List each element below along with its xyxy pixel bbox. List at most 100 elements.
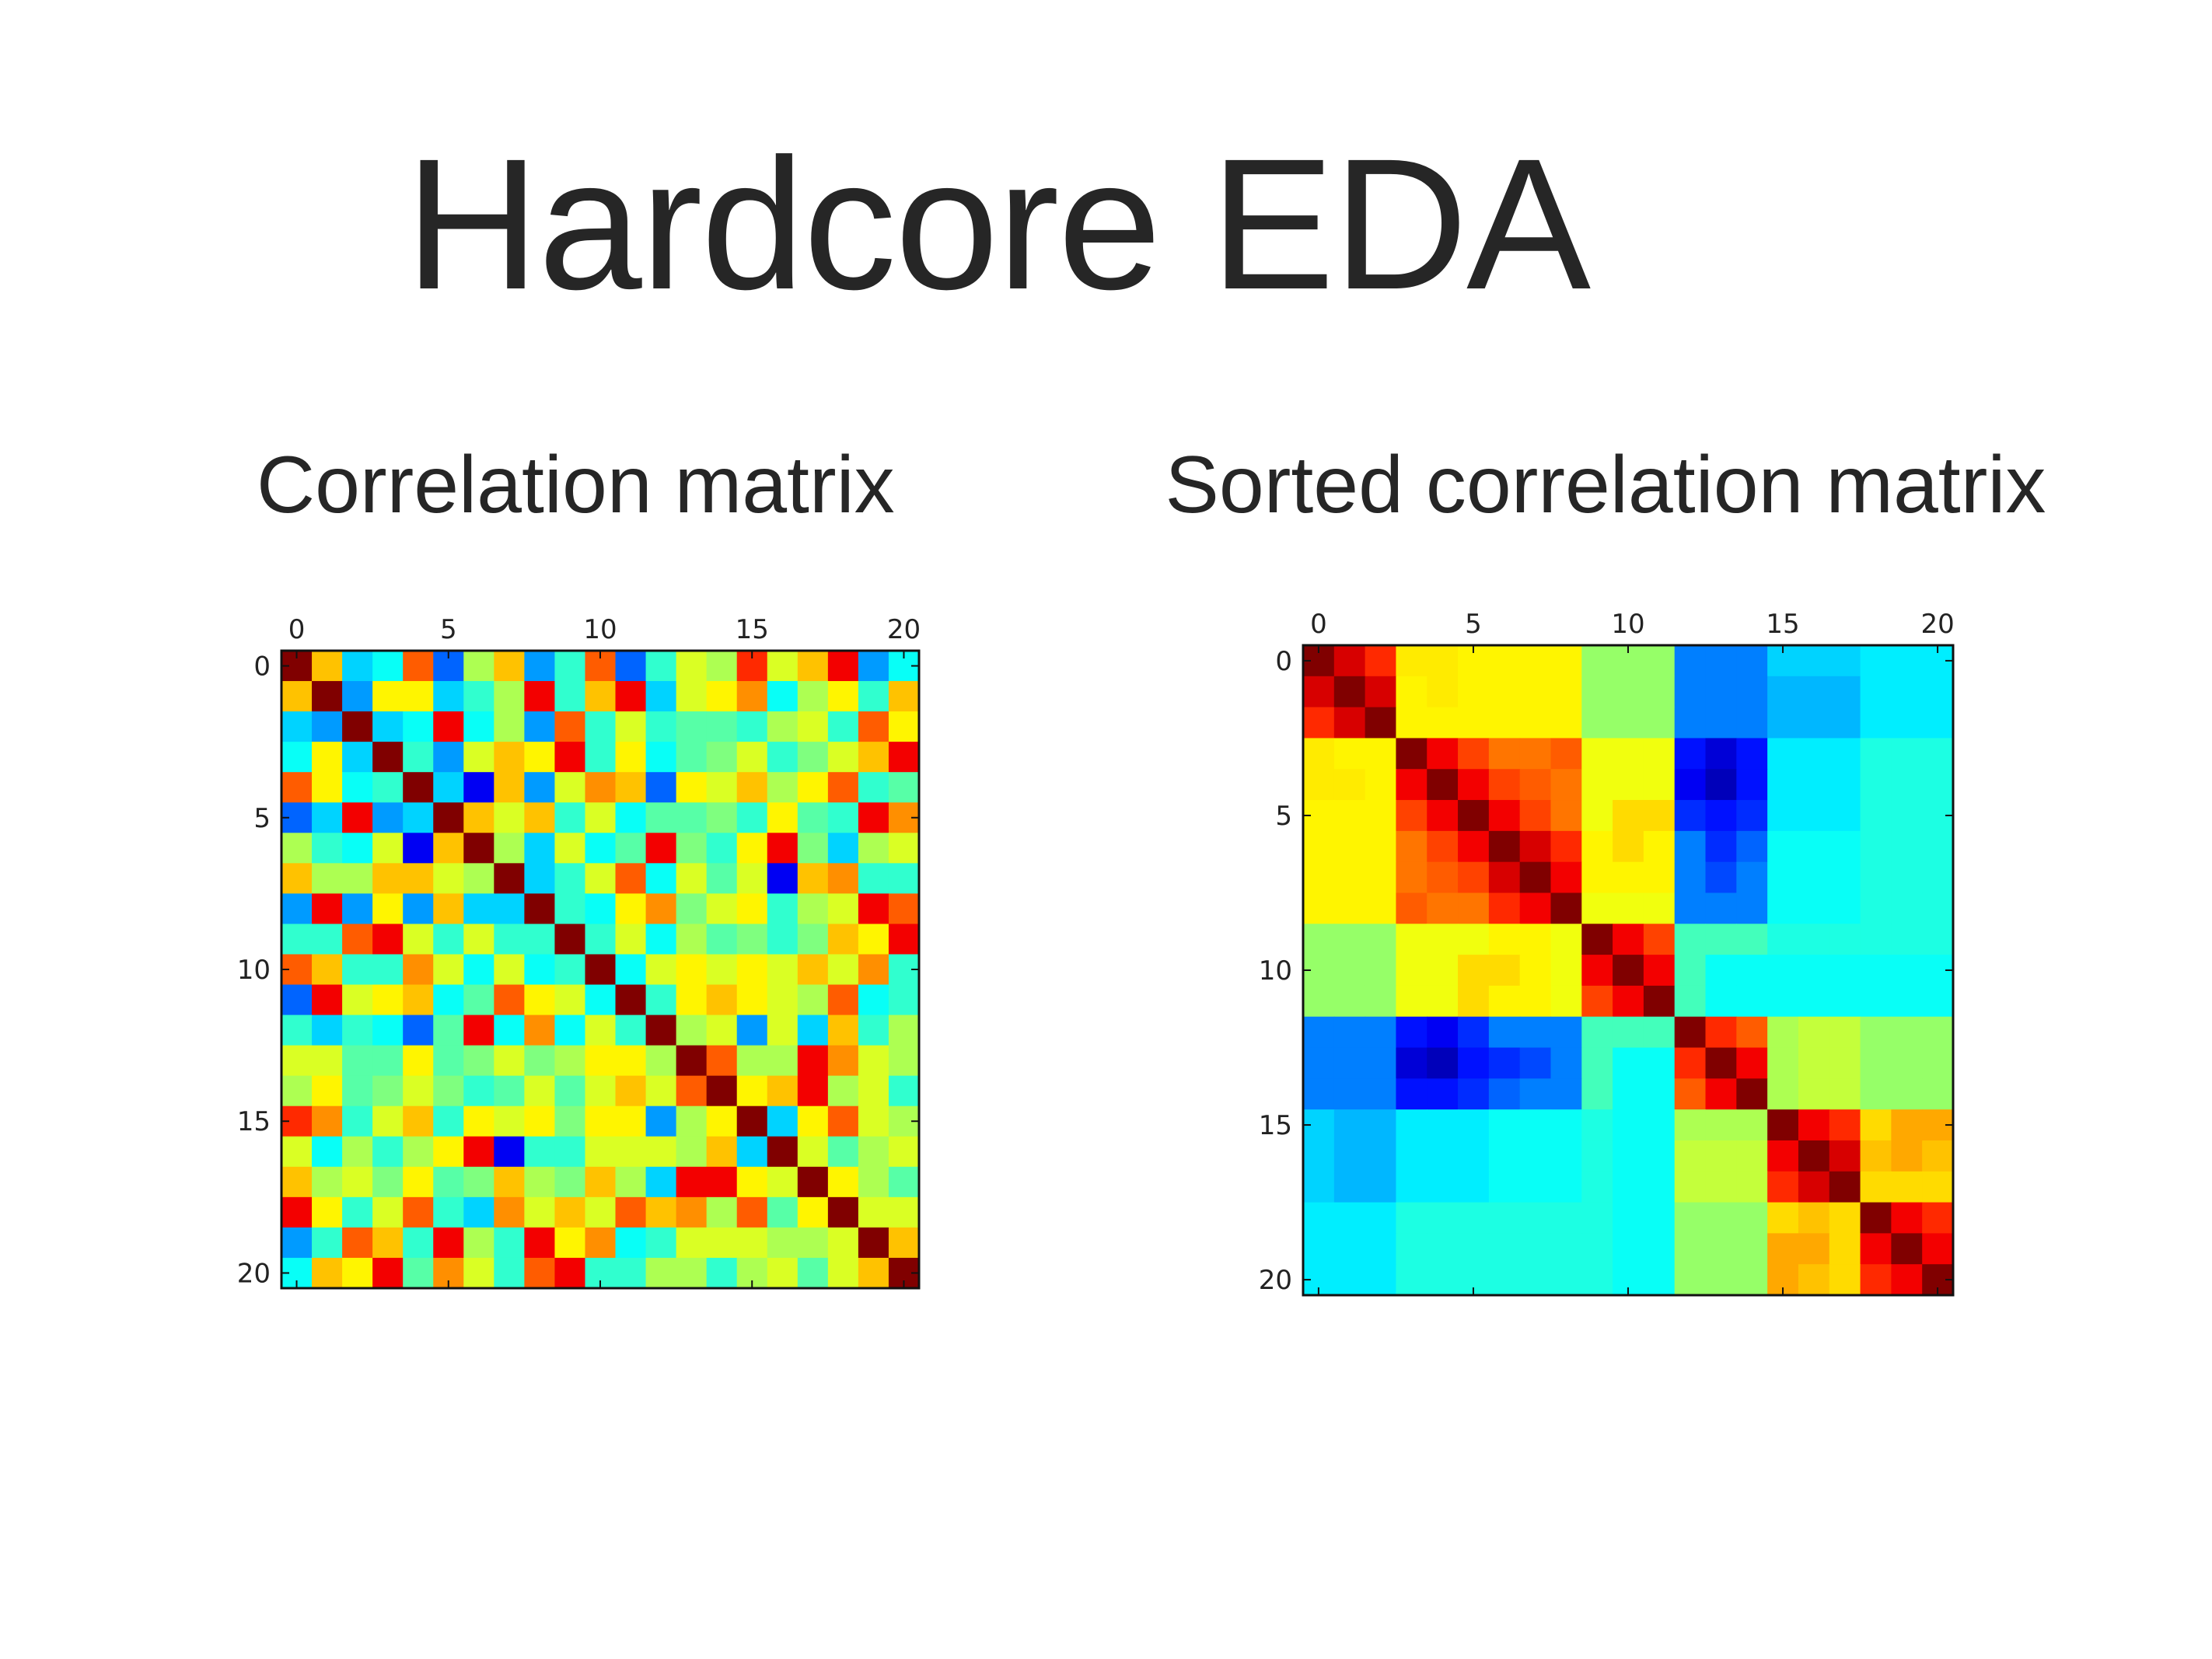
heatmap-cell [585, 984, 617, 1016]
heatmap-cell [676, 954, 708, 986]
heatmap-cell [1488, 1233, 1521, 1265]
heatmap-cell [1798, 645, 1830, 677]
heatmap-cell [1550, 861, 1582, 894]
heatmap-cell [1427, 1047, 1459, 1079]
heatmap-cell [494, 984, 525, 1016]
heatmap-cell [1767, 985, 1799, 1018]
heatmap-cell [1829, 830, 1861, 863]
heatmap-cell [433, 1196, 464, 1228]
heatmap-cell [1891, 645, 1923, 677]
heatmap-cell [585, 1136, 617, 1168]
heatmap-cell [1519, 924, 1552, 955]
heatmap-cell [767, 893, 798, 925]
heatmap-cell [1736, 892, 1768, 924]
heatmap-cell [645, 1105, 677, 1137]
heatmap-cell [524, 1166, 556, 1198]
heatmap-cell [1613, 738, 1644, 770]
heatmap-cell [1488, 1171, 1521, 1203]
heatmap-cell [1829, 1047, 1861, 1079]
heatmap-cell [858, 893, 889, 925]
heatmap-cell [403, 742, 434, 773]
heatmap-cell [645, 711, 677, 742]
heatmap-cell [1396, 1264, 1427, 1296]
heatmap-cell [1581, 676, 1613, 708]
heatmap-cell [312, 1136, 343, 1168]
heatmap-cell [1643, 892, 1676, 924]
heatmap-cell [1365, 1016, 1397, 1049]
heatmap-cell [1829, 985, 1861, 1018]
heatmap-cell [1643, 985, 1676, 1018]
heatmap-cell [342, 1075, 373, 1107]
heatmap-cell [1922, 1202, 1954, 1234]
heatmap-cell [1458, 738, 1490, 770]
heatmap-cell [1303, 1171, 1335, 1203]
heatmap-cell [1643, 1233, 1676, 1265]
heatmap-cell [1829, 645, 1861, 677]
heatmap-cell [312, 742, 343, 773]
heatmap-cell [1396, 1016, 1427, 1049]
heatmap-cell [888, 742, 920, 773]
heatmap-cell [1922, 738, 1954, 770]
heatmap-cell [585, 954, 617, 986]
heatmap-cell [797, 651, 829, 682]
heatmap-cell [1736, 800, 1768, 832]
heatmap-cell [797, 1136, 829, 1168]
heatmap-cell [767, 924, 798, 955]
heatmap-cell [1922, 676, 1954, 708]
heatmap-cell [585, 1015, 617, 1046]
heatmap-cell [1427, 1264, 1459, 1296]
heatmap-cell [1891, 1264, 1923, 1296]
heatmap-cell [312, 1045, 343, 1077]
heatmap-cell [1365, 1047, 1397, 1079]
heatmap-cell [1613, 676, 1644, 708]
heatmap-cell [888, 1136, 920, 1168]
heatmap-cell [585, 802, 617, 833]
heatmap-cell [676, 1045, 708, 1077]
right-chart-title: Sorted correlation matrix [1165, 440, 2046, 530]
heatmap-cell [281, 924, 313, 955]
heatmap-cell [1643, 707, 1676, 739]
heatmap-cell [1705, 1016, 1737, 1049]
heatmap-cell [403, 1105, 434, 1137]
heatmap-cell [1674, 645, 1707, 677]
heatmap-cell [827, 772, 859, 803]
heatmap-cell [1365, 769, 1397, 801]
heatmap-cell [1519, 707, 1552, 739]
heatmap-cell [403, 681, 434, 712]
heatmap-plot-0: 0 5 10 15 20 0 5 10 15 20 [237, 614, 921, 1290]
heatmap-cell [1396, 830, 1427, 863]
heatmap-cell [1705, 955, 1737, 987]
heatmap-cell [888, 772, 920, 803]
heatmap-cell [1891, 1171, 1923, 1203]
heatmap-cell [554, 1196, 586, 1228]
heatmap-cell [1767, 800, 1799, 832]
heatmap-cell [767, 833, 798, 864]
heatmap-cell [312, 1257, 343, 1289]
heatmap-cell [1891, 1109, 1923, 1141]
heatmap-cell [1798, 707, 1830, 739]
heatmap-cell [554, 833, 586, 864]
heatmap-cell [827, 651, 859, 682]
heatmap-cell [1427, 707, 1459, 739]
heatmap-cell [403, 893, 434, 925]
heatmap-cell [281, 893, 313, 925]
heatmap-cell [524, 1015, 556, 1046]
heatmap-cell [312, 833, 343, 864]
heatmap-cell [554, 802, 586, 833]
heatmap-cell [312, 984, 343, 1016]
heatmap-cell [494, 1257, 525, 1289]
heatmap-cell [372, 924, 404, 955]
heatmap-cell [1860, 1264, 1892, 1296]
heatmap-cell [1581, 645, 1613, 677]
heatmap-cell [1581, 830, 1613, 863]
heatmap-cell [342, 1105, 373, 1137]
heatmap-cell [554, 1015, 586, 1046]
heatmap-cell [1581, 769, 1613, 801]
heatmap-cell [1860, 800, 1892, 832]
heatmap-cell [1519, 892, 1552, 924]
heatmap-cell [1643, 830, 1676, 863]
heatmap-cell [1798, 1264, 1830, 1296]
heatmap-cell [1613, 1171, 1644, 1203]
heatmap-cell [706, 1015, 738, 1046]
heatmap-cell [281, 681, 313, 712]
